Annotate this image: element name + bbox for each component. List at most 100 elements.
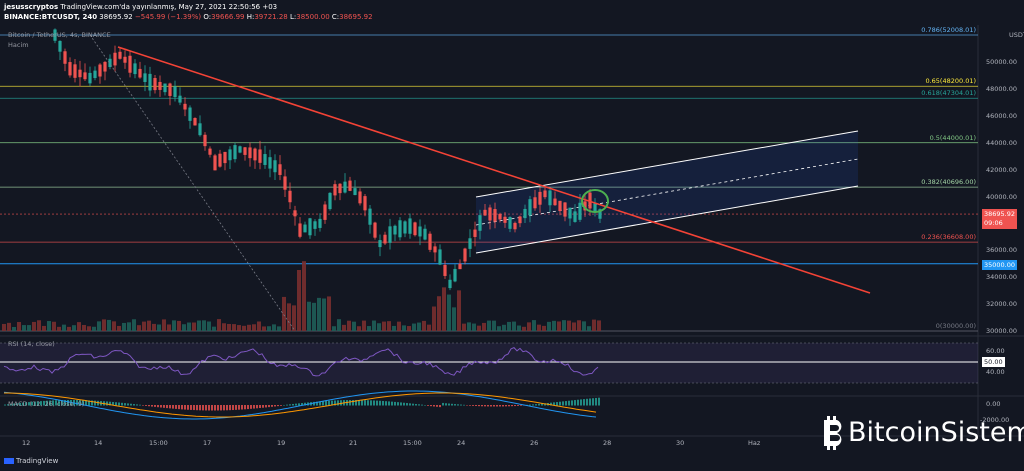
candle-body — [473, 229, 477, 237]
candle-body — [483, 209, 487, 216]
volume-bar — [322, 298, 326, 331]
volume-bar — [552, 320, 556, 331]
macd-histogram-bar — [220, 405, 222, 411]
publish-info: jesusscryptos TradingView.com'da yayınla… — [4, 3, 277, 11]
candle-body — [328, 192, 332, 210]
volume-bar — [297, 270, 301, 331]
macd-histogram-bar — [31, 401, 33, 406]
macd-histogram-bar — [550, 402, 552, 406]
macd-histogram-bar — [85, 400, 87, 406]
macd-histogram-bar — [403, 402, 405, 406]
volume-bar — [272, 324, 276, 331]
volume-bar — [302, 261, 306, 331]
volume-legend: Hacim — [8, 41, 29, 49]
macd-tick-0: 0.00 — [986, 400, 1001, 408]
volume-bar — [557, 321, 561, 331]
candle-body — [243, 147, 247, 155]
volume-bar — [72, 325, 76, 331]
macd-histogram-bar — [205, 405, 207, 411]
low-label: L: — [289, 13, 297, 21]
candle-body — [63, 51, 67, 64]
volume-bar — [547, 321, 551, 331]
volume-bar — [417, 322, 421, 331]
macd-histogram-bar — [211, 405, 213, 411]
macd-histogram-bar — [271, 405, 273, 407]
macd-histogram-bar — [541, 403, 543, 406]
candle-body — [503, 216, 507, 223]
volume-bar — [102, 319, 106, 331]
tradingview-brand[interactable]: TradingView — [4, 457, 58, 465]
grid — [0, 25, 1024, 437]
macd-histogram-bar — [160, 405, 162, 408]
macd-histogram-bar — [289, 404, 291, 406]
macd-histogram-bar — [424, 404, 426, 406]
time-tick: 14 — [94, 439, 103, 447]
macd-histogram-bar — [520, 405, 522, 406]
macd-histogram-bar — [34, 401, 36, 406]
volume-bar — [62, 324, 66, 331]
volume-bar — [512, 321, 516, 331]
candle-body — [498, 213, 502, 220]
volume-bar — [207, 321, 211, 331]
macd-histogram-bar — [460, 404, 462, 406]
candle-body — [353, 188, 357, 196]
macd-histogram-bar — [379, 400, 381, 406]
macd-histogram-bar — [529, 404, 531, 406]
macd-histogram-bar — [367, 400, 369, 406]
time-tick: 15:00 — [149, 439, 168, 447]
macd-histogram-bar — [7, 404, 9, 406]
volume-bar — [432, 306, 436, 331]
volume-bar — [52, 321, 56, 331]
volume-bar — [292, 305, 296, 331]
candle-body — [213, 155, 217, 171]
channel-lower — [475, 185, 859, 254]
candle-body — [143, 73, 147, 83]
candle-body — [493, 209, 497, 222]
volume-bar — [22, 325, 26, 331]
candle-body — [253, 148, 257, 161]
price-tick: 34000.00 — [986, 273, 1018, 282]
macd-histogram-bar — [487, 405, 489, 407]
symbol-ohlc: BINANCE:BTCUSDT, 240 38695.92 −545.99 (−… — [4, 13, 373, 21]
macd-histogram-bar — [409, 403, 411, 406]
author-name[interactable]: jesusscryptos — [4, 3, 59, 11]
macd-histogram-bar — [553, 402, 555, 406]
macd-line — [3, 390, 597, 420]
macd-histogram-bar — [301, 403, 303, 406]
time-tick: 30 — [676, 439, 685, 447]
macd-histogram-bar — [187, 405, 189, 410]
volume-bar — [487, 320, 491, 331]
macd-histogram-bar — [259, 405, 261, 409]
fib-label: 0(30000.00) — [935, 322, 976, 330]
macd-histogram-bar — [574, 400, 576, 406]
watermark-text: BitcoinSistemi — [848, 417, 1024, 448]
macd-histogram-bar — [226, 405, 228, 411]
macd-histogram-bar — [4, 404, 6, 406]
macd-histogram-bar — [196, 405, 198, 411]
volume-bar — [532, 320, 536, 331]
macd-histogram-bar — [154, 405, 156, 407]
volume-bar — [137, 325, 141, 331]
macd-histogram-bar — [586, 398, 588, 406]
macd-histogram-bar — [76, 400, 78, 406]
last-price: 38695.92 — [99, 13, 133, 21]
candle-body — [403, 221, 407, 234]
macd-histogram-bar — [562, 401, 564, 406]
volume-bar — [562, 320, 566, 331]
macd-histogram-bar — [430, 405, 432, 407]
current-price: 38695.92 — [984, 210, 1016, 218]
macd-histogram-bar — [421, 404, 423, 406]
candle-body — [268, 157, 272, 169]
macd-histogram-bar — [175, 405, 177, 409]
macd-histogram-bar — [361, 400, 363, 406]
macd-histogram-bar — [490, 405, 492, 407]
candle-body — [73, 64, 77, 78]
time-tick: 19 — [277, 439, 286, 447]
macd-histogram-bar — [256, 405, 258, 409]
time-tick: 24 — [457, 439, 466, 447]
volume-bar — [442, 287, 446, 331]
macd-histogram-bar — [385, 401, 387, 406]
volume-bar — [422, 320, 426, 331]
volume-bar — [267, 326, 271, 331]
